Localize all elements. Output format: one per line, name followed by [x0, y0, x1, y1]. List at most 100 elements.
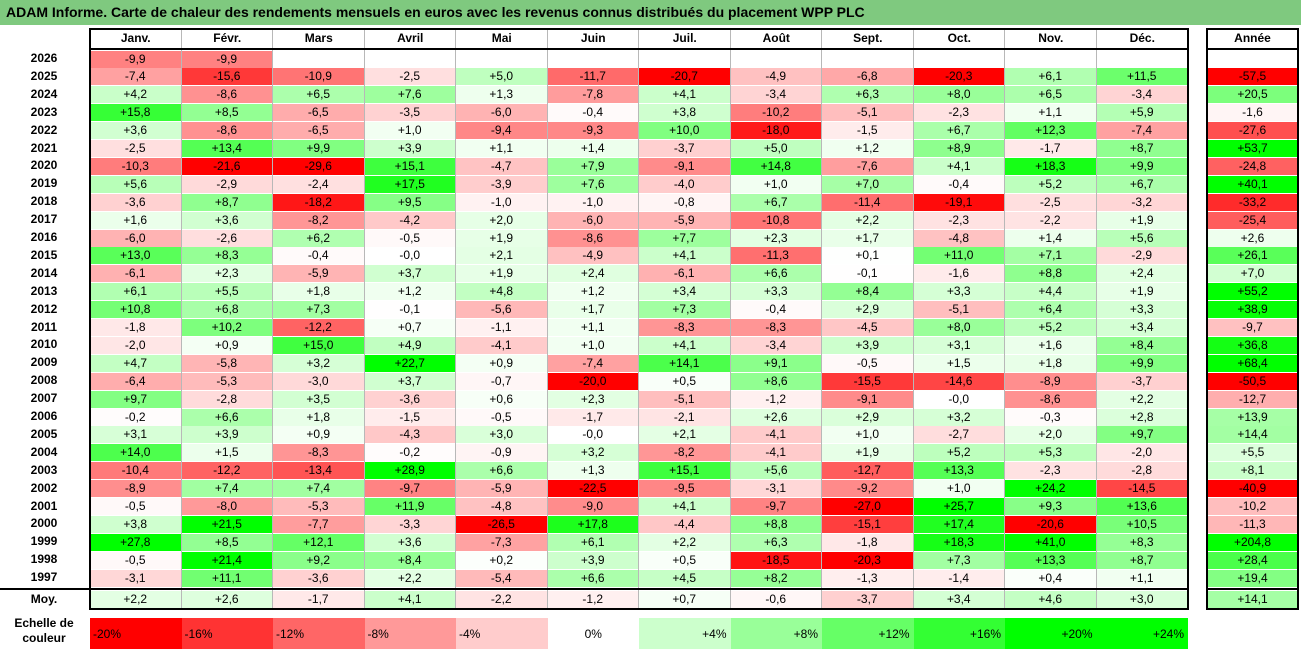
heatmap-cell: -2,5	[364, 68, 455, 86]
heatmap-cell: -8,2	[273, 211, 364, 229]
heatmap-cell: +1,9	[456, 229, 547, 247]
year-label: 2013	[30, 283, 58, 298]
annual-cell: -40,9	[1207, 480, 1298, 498]
heatmap-cell	[1096, 50, 1187, 68]
heatmap-cell: -0,4	[730, 301, 821, 319]
heatmap-cell: +11,9	[364, 498, 455, 515]
heatmap-cell: +18,3	[913, 533, 1004, 551]
heatmap-cell: +7,6	[547, 175, 638, 193]
heatmap-cell: +12,1	[273, 533, 364, 551]
heatmap-cell: +1,8	[273, 283, 364, 301]
year-label: 2007	[30, 391, 58, 406]
heatmap-cell: +0,9	[456, 354, 547, 372]
annual-cell: -12,7	[1207, 390, 1298, 408]
heatmap-cell: -4,1	[456, 336, 547, 354]
heatmap-cell: +3,2	[547, 444, 638, 462]
heatmap-cell: +8,5	[181, 104, 272, 122]
heatmap-cell: +1,6	[1005, 336, 1096, 354]
heatmap-cell: +1,9	[1096, 283, 1187, 301]
year-header: Année	[1234, 31, 1271, 45]
heatmap-cell: +1,6	[90, 211, 181, 229]
grid-line	[729, 29, 731, 609]
heatmap-cell: -6,8	[822, 68, 913, 86]
heatmap-cell: +2,2	[822, 211, 913, 229]
heatmap-cell: -10,4	[90, 462, 181, 480]
heatmap-cell: -0,4	[547, 104, 638, 122]
heatmap-cell: -2,9	[181, 175, 272, 193]
heatmap-cell: -2,3	[913, 211, 1004, 229]
heatmap-cell: +7,7	[639, 229, 730, 247]
heatmap-cell: -6,0	[456, 104, 547, 122]
heatmap-cell: +2,3	[547, 390, 638, 408]
heatmap-cell: -6,5	[273, 104, 364, 122]
heatmap-cell: -15,1	[822, 515, 913, 533]
heatmap-cell: -3,1	[90, 569, 181, 587]
heatmap-cell: +8,0	[913, 86, 1004, 104]
heatmap-cell: -8,9	[1005, 372, 1096, 390]
heatmap-cell: +5,9	[1096, 104, 1187, 122]
heatmap-cell	[456, 50, 547, 68]
heatmap-cell: +41,0	[1005, 533, 1096, 551]
heatmap-cell: -4,8	[913, 229, 1004, 247]
heatmap-cell: +11,1	[181, 569, 272, 587]
month-header: Févr.	[213, 31, 242, 45]
heatmap-cell: -4,1	[730, 444, 821, 462]
heatmap-cell: +7,3	[639, 301, 730, 319]
heatmap-cell: +1,8	[273, 408, 364, 426]
month-header: Avril	[397, 31, 424, 45]
heatmap-cell: -3,6	[364, 390, 455, 408]
year-label: 2017	[30, 212, 58, 227]
heatmap-cell: +3,9	[822, 336, 913, 354]
average-cell: +4,6	[1005, 591, 1096, 608]
heatmap-cell: +3,1	[913, 336, 1004, 354]
heatmap-cell: -6,0	[90, 229, 181, 247]
heatmap-cell: -0,5	[364, 229, 455, 247]
heatmap-cell: -1,2	[730, 390, 821, 408]
heatmap-cell: +2,0	[1005, 426, 1096, 444]
average-cell: -1,2	[547, 591, 638, 608]
heatmap-cell: -11,4	[822, 193, 913, 211]
heatmap-cell: -6,4	[90, 372, 181, 390]
heatmap-cell: -7,6	[822, 157, 913, 175]
scale-step: 0%	[547, 618, 639, 649]
heatmap-cell: -9,7	[730, 498, 821, 515]
heatmap-cell: +0,2	[456, 551, 547, 569]
heatmap-cell: -0,7	[456, 372, 547, 390]
year-label: 1998	[30, 552, 58, 567]
scale-step: -12%	[273, 618, 365, 649]
heatmap-cell: -9,1	[639, 157, 730, 175]
heatmap-cell: +8,7	[1096, 551, 1187, 569]
heatmap-cell: +2,1	[639, 426, 730, 444]
heatmap-cell: +8,2	[730, 569, 821, 587]
heatmap-cell: -6,0	[547, 211, 638, 229]
annual-cell: -33,2	[1207, 193, 1298, 211]
heatmap-cell: +1,4	[547, 140, 638, 157]
heatmap-cell: +9,9	[1096, 354, 1187, 372]
heatmap-cell: +18,3	[1005, 157, 1096, 175]
heatmap-cell: +9,7	[1096, 426, 1187, 444]
year-label: 2020	[30, 158, 58, 173]
heatmap-cell: +9,7	[90, 390, 181, 408]
heatmap-cell: +1,7	[547, 301, 638, 319]
heatmap-cell: +15,1	[364, 157, 455, 175]
heatmap-cell: +5,6	[90, 175, 181, 193]
heatmap-cell: -2,8	[181, 390, 272, 408]
heatmap-cell: -3,9	[456, 175, 547, 193]
annual-cell	[1207, 50, 1298, 68]
annual-cell: +38,9	[1207, 301, 1298, 319]
heatmap-cell: +3,3	[913, 283, 1004, 301]
heatmap-cell: +1,3	[456, 86, 547, 104]
month-header: Juin	[580, 31, 606, 45]
heatmap-cell: -15,6	[181, 68, 272, 86]
average-cell: -1,7	[273, 591, 364, 608]
heatmap-cell: +8,0	[913, 319, 1004, 336]
heatmap-cell: -2,7	[913, 426, 1004, 444]
heatmap-cell: -2,3	[913, 104, 1004, 122]
annual-cell: +20,5	[1207, 86, 1298, 104]
heatmap-cell: -8,3	[730, 319, 821, 336]
heatmap-cell: +3,2	[913, 408, 1004, 426]
scale-step: +20%	[1005, 618, 1097, 649]
year-label: 1999	[30, 534, 58, 549]
heatmap-cell	[730, 50, 821, 68]
heatmap-cell: +17,5	[364, 175, 455, 193]
